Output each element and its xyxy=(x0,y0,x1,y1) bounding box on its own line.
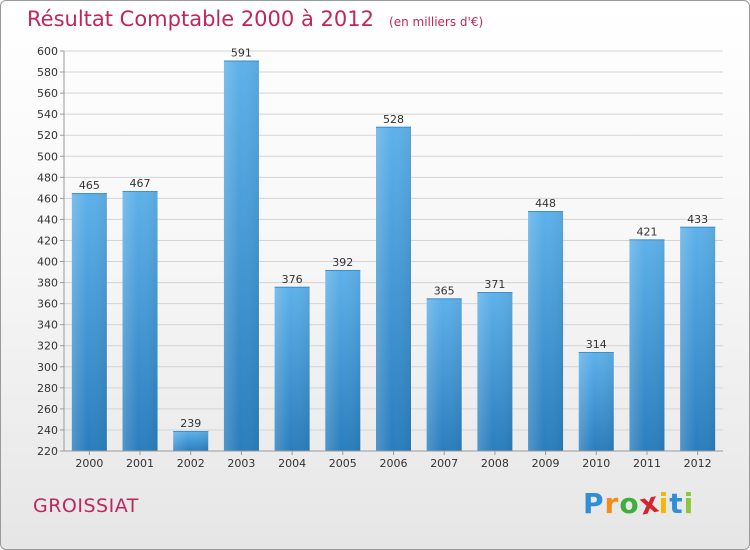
bar-data-label: 239 xyxy=(180,417,201,430)
bar-data-label: 421 xyxy=(636,225,657,238)
logo-letter: r xyxy=(604,487,620,520)
x-tick-label: 2008 xyxy=(481,457,509,470)
y-tick-label: 320 xyxy=(37,340,58,353)
logo-letter: t xyxy=(669,487,684,520)
bar-data-label: 314 xyxy=(586,338,607,351)
x-tick-label: 2011 xyxy=(633,457,661,470)
bar-shine xyxy=(173,431,209,451)
bar-shine xyxy=(122,191,158,451)
y-tick-label: 560 xyxy=(37,87,58,100)
y-tick-label: 600 xyxy=(37,45,58,58)
logo-letter: o xyxy=(619,487,640,520)
x-tick-label: 2007 xyxy=(430,457,458,470)
y-tick-label: 500 xyxy=(37,150,58,163)
chart-title: Résultat Comptable 2000 à 2012 xyxy=(27,7,374,31)
bar-data-label: 448 xyxy=(535,197,556,210)
y-tick-label: 380 xyxy=(37,277,58,290)
y-tick-label: 420 xyxy=(37,234,58,247)
bar-group: 467 xyxy=(122,177,158,451)
bar-data-label: 392 xyxy=(332,256,353,269)
bar-group: 421 xyxy=(629,225,665,451)
x-tick-label: 2001 xyxy=(126,457,154,470)
y-tick-label: 460 xyxy=(37,192,58,205)
bar-group: 433 xyxy=(680,213,716,451)
bar-shine xyxy=(578,352,614,451)
x-tick-label: 2003 xyxy=(227,457,255,470)
bar-group: 465 xyxy=(71,179,107,451)
bar-shine xyxy=(325,269,361,451)
x-tick-label: 2010 xyxy=(582,457,610,470)
bar-shine xyxy=(71,193,107,451)
y-axis: 220 240 260 280 300 320 340 360 380 400 420 440 460 4… xyxy=(37,45,65,458)
chart-unit-note: (en milliers d'€) xyxy=(389,15,484,29)
chart-title-block: Résultat Comptable 2000 à 2012 (en milli… xyxy=(27,7,483,31)
bar-data-label: 528 xyxy=(383,113,404,126)
x-axis: 2000 2001 2002 2003 2004 2005 2006 2007 2008 2009… xyxy=(64,450,723,470)
bar-shine xyxy=(528,211,564,451)
bar-data-label: 371 xyxy=(484,278,505,291)
bar-data-label: 433 xyxy=(687,213,708,226)
bar-group: 591 xyxy=(223,46,259,451)
logo-letter: i xyxy=(683,487,695,520)
bar-shine xyxy=(680,226,716,451)
y-tick-label: 480 xyxy=(37,171,58,184)
bar-group: 371 xyxy=(477,278,513,451)
x-tick-label: 2006 xyxy=(380,457,408,470)
y-tick-label: 520 xyxy=(37,129,58,142)
y-tick-label: 580 xyxy=(37,66,58,79)
bar-group: 365 xyxy=(426,284,462,451)
y-tick-label: 340 xyxy=(37,319,58,332)
bar-shine xyxy=(426,298,462,451)
x-tick-label: 2012 xyxy=(684,457,712,470)
bar-data-label: 376 xyxy=(282,273,303,286)
x-tick-label: 2002 xyxy=(177,457,205,470)
bar-shine xyxy=(629,239,665,451)
bar-shine xyxy=(477,292,513,451)
bar-shine xyxy=(376,126,411,451)
bars: 465 467 239 591 376 392 528 365 371 448 314 421 433 xyxy=(71,46,716,451)
y-tick-label: 360 xyxy=(37,298,58,311)
logo-letter: P xyxy=(583,487,605,520)
bar-shine xyxy=(223,60,259,451)
y-tick-label: 280 xyxy=(37,382,58,395)
y-tick-label: 440 xyxy=(37,213,58,226)
y-tick-label: 240 xyxy=(37,424,58,437)
y-tick-label: 220 xyxy=(37,445,58,458)
y-tick-label: 400 xyxy=(37,256,58,269)
bar-shine xyxy=(274,286,310,451)
logo-letter: i xyxy=(658,487,670,520)
x-tick-label: 2000 xyxy=(75,457,103,470)
proxiti-logo[interactable]: Proxiti xyxy=(583,485,695,521)
bar-group: 314 xyxy=(578,338,614,451)
x-tick-label: 2004 xyxy=(278,457,306,470)
y-tick-label: 540 xyxy=(37,108,58,121)
bar-data-label: 467 xyxy=(130,177,151,190)
x-tick-label: 2005 xyxy=(329,457,357,470)
bar-group: 239 xyxy=(173,417,209,451)
bar-group: 376 xyxy=(274,273,310,451)
bar-data-label: 465 xyxy=(79,179,100,192)
y-tick-label: 260 xyxy=(37,403,58,416)
x-tick-label: 2009 xyxy=(532,457,560,470)
bar-group: 448 xyxy=(528,197,564,451)
commune-name: GROISSIAT xyxy=(33,495,139,517)
bar-data-label: 591 xyxy=(231,46,252,59)
bar-data-label: 365 xyxy=(434,284,455,297)
y-tick-label: 300 xyxy=(37,361,58,374)
bar-group: 528 xyxy=(376,113,411,451)
bar-group: 392 xyxy=(325,256,361,451)
